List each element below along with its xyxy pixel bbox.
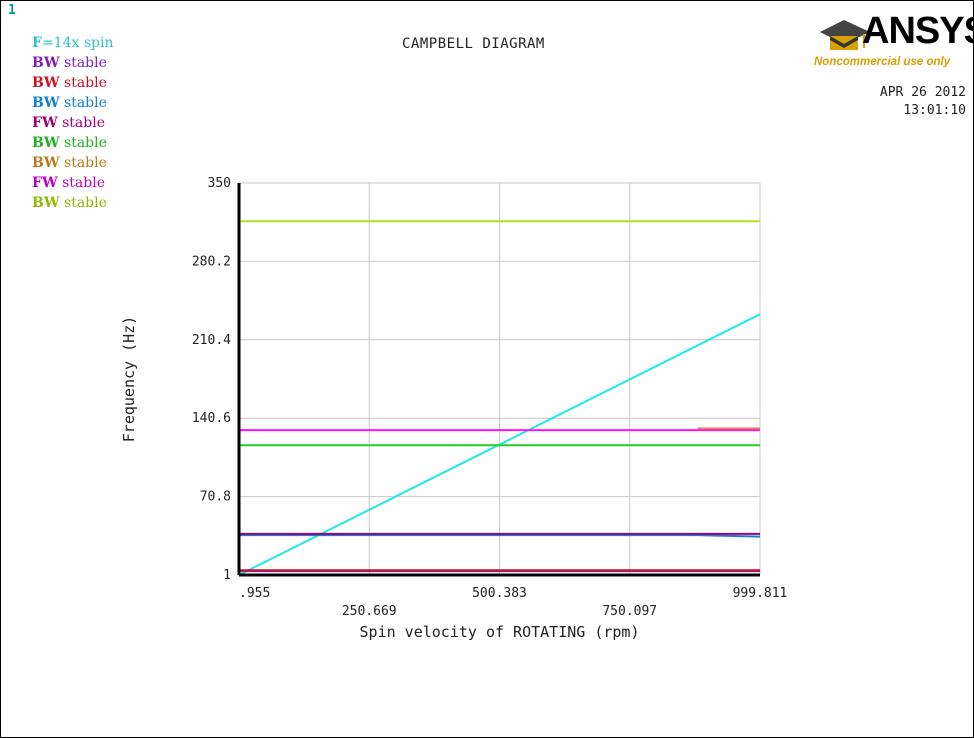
legend-item: FW stable [32,113,113,133]
legend-prefix: BW [32,135,60,151]
legend-text: stable [59,55,107,71]
legend-prefix: BW [32,55,60,71]
legend-text: stable [59,155,107,171]
legend-item: BW stable [32,93,113,113]
series-line [239,534,761,538]
y-tick-label: 70.8 [200,490,231,505]
graduation-cap-icon [820,20,870,50]
legend-item: F=14x spin [32,33,113,53]
x-axis-label: Spin velocity of ROTATING (rpm) [360,623,640,641]
y-tick-label: 140.6 [192,411,231,426]
y-tick-label: 1 [223,568,231,583]
logo-subtext: Noncommercial use only [814,56,951,68]
legend-prefix: F [32,35,42,51]
y-tick-label: 280.2 [192,254,231,269]
legend-item: BW stable [32,153,113,173]
x-tick-label: 999.811 [733,586,788,601]
legend-item: BW stable [32,193,113,213]
legend-text: =14x spin [41,35,114,51]
legend-item: FW stable [32,173,113,193]
chart-title: CAMPBELL DIAGRAM [402,36,545,52]
legend-prefix: BW [32,155,60,171]
legend-text: stable [59,195,107,211]
legend-text: stable [57,115,106,131]
legend-prefix: BW [32,195,60,211]
legend: F=14x spin BW stable BW stable BW stable FW … [32,33,113,213]
ansys-logo: ANSYS Noncommercial use only [814,14,974,76]
legend-item: BW stable [32,133,113,153]
x-tick-label: 750.097 [602,604,657,619]
legend-item: BW stable [32,53,113,73]
legend-text: stable [59,135,107,151]
legend-item: BW stable [32,73,113,93]
legend-text: stable [59,95,107,111]
window-number: 1 [8,3,16,18]
date-text: APR 26 2012 [879,85,966,100]
legend-prefix: FW [32,175,58,191]
timestamp: APR 26 2012 13:01:10 [880,84,966,120]
legend-prefix: BW [32,75,60,91]
logo-brand: ANSYS [862,14,974,52]
y-tick-label: 350 [208,176,231,191]
x-tick-label: 250.669 [342,604,397,619]
legend-prefix: BW [32,95,60,111]
legend-prefix: FW [32,115,58,131]
y-axis-label: Frequency (Hz) [120,316,138,442]
y-tick-label: 210.4 [192,333,231,348]
time-text: 13:01:10 [903,103,966,118]
legend-text: stable [59,75,107,91]
x-tick-label: .955 [239,586,270,601]
x-tick-label: 500.383 [472,586,527,601]
legend-text: stable [57,175,106,191]
